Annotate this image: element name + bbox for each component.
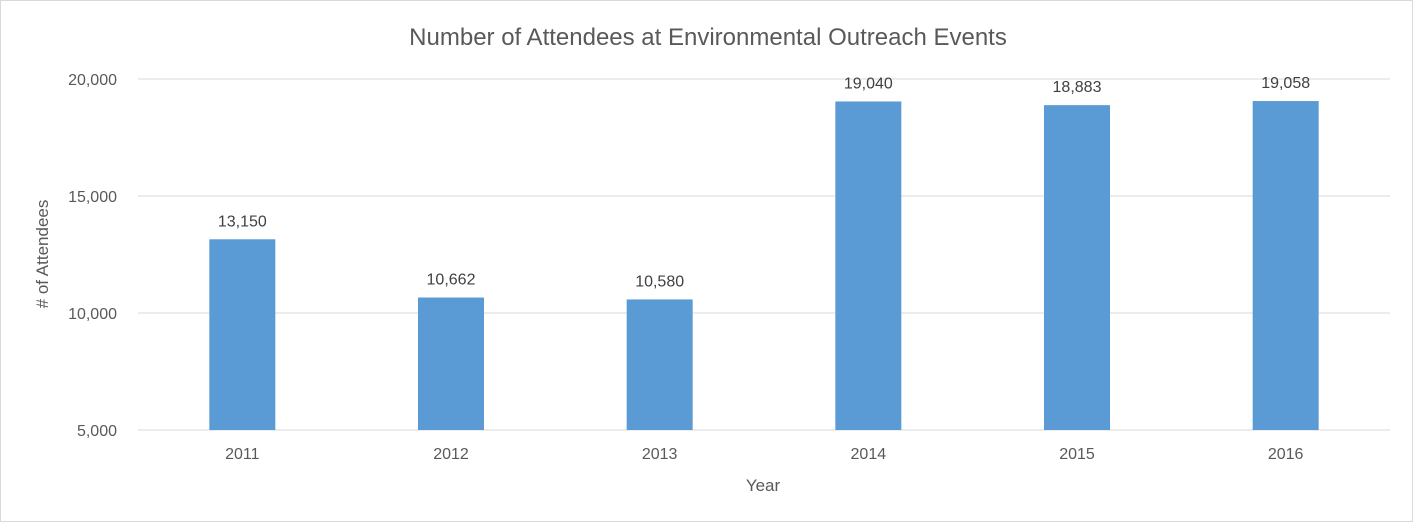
data-label: 19,040 <box>844 75 893 92</box>
x-axis-title: Year <box>746 476 781 495</box>
x-tick-label: 2012 <box>433 446 469 463</box>
data-label: 10,580 <box>635 273 684 290</box>
x-tick-label: 2013 <box>642 446 678 463</box>
y-tick-label: 20,000 <box>68 72 117 89</box>
y-tick-label: 5,000 <box>77 423 117 440</box>
bar <box>1252 101 1319 431</box>
x-tick-label: 2014 <box>851 446 887 463</box>
y-tick-label: 10,000 <box>68 306 117 323</box>
bar <box>835 101 902 431</box>
x-tick-label: 2011 <box>225 446 260 463</box>
y-axis-ticks: 5,000 10,000 15,000 20,000 <box>68 72 117 440</box>
y-axis-title: # of Attendees <box>33 200 52 309</box>
data-labels: 13,150 10,662 10,580 19,040 18,883 19,058 <box>218 75 1310 290</box>
bar <box>626 299 693 430</box>
data-label: 19,058 <box>1261 75 1310 92</box>
data-label: 10,662 <box>427 272 476 289</box>
bar <box>209 239 276 430</box>
bar <box>1044 105 1110 430</box>
data-label: 18,883 <box>1053 79 1102 96</box>
gridlines <box>138 78 1390 431</box>
chart-title: Number of Attendees at Environmental Out… <box>409 24 1007 51</box>
x-axis-ticks: 2011 2012 2013 2014 2015 2016 <box>225 446 1303 463</box>
y-tick-label: 15,000 <box>68 189 117 206</box>
x-tick-label: 2015 <box>1059 446 1095 463</box>
bar <box>418 297 484 430</box>
data-label: 13,150 <box>218 213 267 230</box>
bars <box>209 101 1319 431</box>
x-tick-label: 2016 <box>1268 446 1304 463</box>
